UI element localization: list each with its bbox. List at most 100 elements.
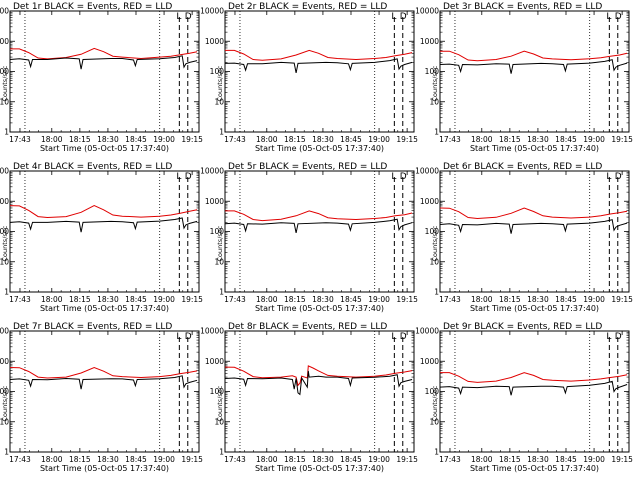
lld-series-line xyxy=(9,366,198,379)
y-tick-label: 1000 xyxy=(205,197,224,206)
x-tick-label: 18:00 xyxy=(471,135,493,144)
lld-series-line xyxy=(439,207,628,220)
x-tick-label: 18:15 xyxy=(69,295,91,304)
x-tick-label: 18:15 xyxy=(499,295,521,304)
x-tick-label: 17:43 xyxy=(9,135,31,144)
x-tick-label: 19:15 xyxy=(396,455,418,464)
x-tick-label: 18:45 xyxy=(125,295,147,304)
dashed-marker-label: D xyxy=(615,172,622,182)
x-tick-label: 19:00 xyxy=(583,135,605,144)
y-tick-label: 1 xyxy=(219,288,224,297)
y-axis-label: Counts/sec xyxy=(431,225,439,261)
x-tick-label: 18:45 xyxy=(340,295,362,304)
panel-title: Det 2r BLACK = Events, RED = LLD xyxy=(228,2,387,12)
y-tick-label: 1 xyxy=(4,448,9,457)
x-axis-label: Start Time (05-Oct-05 17:37:40) xyxy=(470,464,599,473)
x-tick-label: 19:00 xyxy=(368,135,390,144)
x-tick-label: 18:30 xyxy=(312,455,334,464)
panel-title: Det 6r BLACK = Events, RED = LLD xyxy=(443,162,602,172)
lld-series-line xyxy=(224,365,413,387)
y-tick-label: 10 xyxy=(0,97,9,106)
y-tick-label: 1000 xyxy=(205,357,224,366)
panel-det-6r: Det 6r BLACK = Events, RED = LLD 1 10 100 10… xyxy=(415,162,633,313)
x-tick-label: 18:00 xyxy=(41,455,63,464)
x-tick-label: 18:00 xyxy=(256,455,278,464)
events-series-line xyxy=(439,380,628,396)
y-tick-label: 10000 xyxy=(0,327,9,336)
panel-title: Det 5r BLACK = Events, RED = LLD xyxy=(228,162,387,172)
x-tick-label: 18:45 xyxy=(340,455,362,464)
x-tick-label: 18:30 xyxy=(97,455,119,464)
y-tick-label: 10000 xyxy=(200,7,224,16)
panel-det-7r: Det 7r BLACK = Events, RED = LLD 1 10 100 10… xyxy=(0,322,203,473)
y-tick-label: 1000 xyxy=(420,197,439,206)
y-tick-label: 10 xyxy=(429,97,439,106)
x-tick-label: 19:15 xyxy=(181,295,203,304)
y-tick-label: 10 xyxy=(429,417,439,426)
y-tick-label: 100 xyxy=(425,67,440,76)
events-series-line xyxy=(224,370,413,396)
x-axis-label: Start Time (05-Oct-05 17:37:40) xyxy=(40,304,169,313)
y-tick-label: 10000 xyxy=(415,167,439,176)
x-tick-label: 18:15 xyxy=(284,295,306,304)
x-tick-label: 17:43 xyxy=(9,455,31,464)
x-tick-label: 18:30 xyxy=(312,135,334,144)
x-tick-label: 18:45 xyxy=(555,135,577,144)
y-axis-label: Counts/sec xyxy=(1,65,9,101)
y-tick-label: 1000 xyxy=(0,357,9,366)
y-tick-label: 1000 xyxy=(0,37,9,46)
y-tick-label: 10000 xyxy=(200,167,224,176)
y-tick-label: 100 xyxy=(425,227,440,236)
dashed-marker-label: D xyxy=(185,12,192,22)
dashed-marker-label: L xyxy=(176,332,181,342)
x-tick-label: 18:30 xyxy=(527,135,549,144)
y-tick-label: 100 xyxy=(0,227,9,236)
y-axis-label: Counts/sec xyxy=(216,65,224,101)
dashed-marker-label: L xyxy=(176,12,181,22)
x-tick-label: 19:00 xyxy=(368,455,390,464)
y-tick-label: 1 xyxy=(434,288,439,297)
x-tick-label: 19:00 xyxy=(153,295,175,304)
y-tick-label: 1000 xyxy=(205,37,224,46)
events-series-line xyxy=(9,55,198,70)
y-tick-label: 1 xyxy=(434,448,439,457)
panel-det-2r: Det 2r BLACK = Events, RED = LLD 1 10 100 10… xyxy=(200,2,418,153)
y-tick-label: 10 xyxy=(214,417,224,426)
lld-series-line xyxy=(440,372,628,383)
x-tick-label: 17:43 xyxy=(9,295,31,304)
events-series-line xyxy=(439,59,628,74)
panel-title: Det 7r BLACK = Events, RED = LLD xyxy=(13,322,172,332)
y-tick-label: 100 xyxy=(210,227,225,236)
panel-title: Det 8r BLACK = Events, RED = LLD xyxy=(228,322,387,332)
x-tick-label: 18:15 xyxy=(499,135,521,144)
x-tick-label: 18:00 xyxy=(41,295,63,304)
y-tick-label: 10000 xyxy=(0,7,9,16)
panel-title: Det 1r BLACK = Events, RED = LLD xyxy=(13,2,172,12)
dashed-marker-label: D xyxy=(400,12,407,22)
x-tick-label: 18:15 xyxy=(284,455,306,464)
x-tick-label: 19:00 xyxy=(153,135,175,144)
y-tick-label: 1000 xyxy=(420,37,439,46)
dashed-marker-label: L xyxy=(606,172,611,182)
y-tick-label: 1000 xyxy=(0,197,9,206)
x-tick-label: 18:15 xyxy=(69,135,91,144)
x-tick-label: 18:00 xyxy=(256,135,278,144)
x-axis-label: Start Time (05-Oct-05 17:37:40) xyxy=(40,144,169,153)
x-tick-label: 19:15 xyxy=(611,455,633,464)
dashed-marker-label: L xyxy=(391,12,396,22)
dashed-marker-label: L xyxy=(606,332,611,342)
dashed-marker-label: L xyxy=(391,332,396,342)
x-tick-label: 17:43 xyxy=(439,135,461,144)
y-tick-label: 1 xyxy=(434,128,439,137)
x-tick-label: 17:43 xyxy=(224,135,246,144)
x-tick-label: 18:00 xyxy=(41,135,63,144)
x-axis-label: Start Time (05-Oct-05 17:37:40) xyxy=(255,464,384,473)
lld-series-line xyxy=(225,210,413,222)
x-tick-label: 18:45 xyxy=(555,455,577,464)
x-tick-label: 18:30 xyxy=(97,295,119,304)
x-tick-label: 19:00 xyxy=(368,295,390,304)
x-tick-label: 19:15 xyxy=(611,295,633,304)
y-tick-label: 10 xyxy=(0,417,9,426)
